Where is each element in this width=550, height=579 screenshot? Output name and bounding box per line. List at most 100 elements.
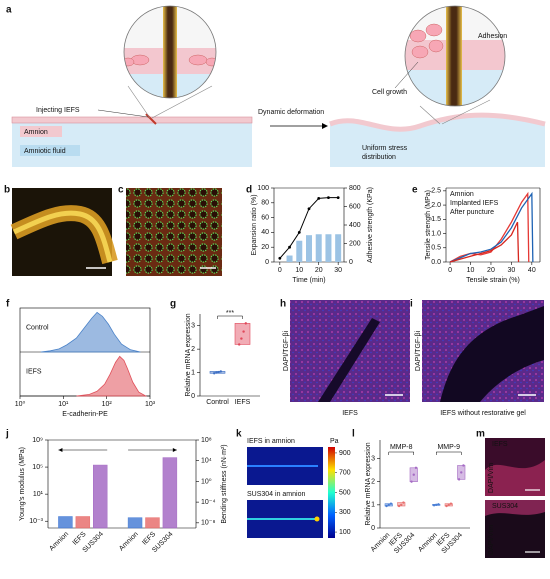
y-axis-label: Relative mRNA expression bbox=[185, 313, 192, 396]
y-tick-label: 10¹ bbox=[33, 491, 44, 498]
y-tick-label: 60 bbox=[261, 214, 269, 221]
y-axis-label: Expansion ratio (%) bbox=[251, 194, 258, 255]
data-point bbox=[297, 231, 301, 234]
injection-mark bbox=[145, 113, 157, 125]
cell bbox=[124, 57, 135, 67]
arrowhead bbox=[58, 448, 63, 452]
x-tick-label: 10⁰ bbox=[15, 400, 26, 408]
x-tick-label: 20 bbox=[487, 267, 495, 274]
caption: IEFS without restorative gel bbox=[440, 410, 526, 417]
amnion-membrane bbox=[329, 112, 546, 132]
colorbar-tick-label: 500 bbox=[339, 489, 351, 496]
label: Cell growth bbox=[372, 89, 407, 96]
x-tick-label: 20 bbox=[315, 267, 323, 274]
data-point bbox=[389, 502, 393, 505]
data-point bbox=[435, 503, 438, 507]
fiber-core bbox=[12, 210, 113, 263]
cell bbox=[205, 57, 216, 67]
data-point bbox=[242, 330, 245, 333]
tissue bbox=[485, 500, 545, 516]
y-axis-label: Tensile strength (MPa) bbox=[425, 190, 432, 260]
y-tick-label: 3 bbox=[191, 323, 195, 330]
panel-letter: m bbox=[476, 429, 485, 440]
y-tick-label: 0 bbox=[265, 259, 269, 266]
stain-label: DAPI/TGF-βi bbox=[283, 330, 290, 371]
sim-title: IEFS in amnion bbox=[247, 438, 295, 445]
group-bracket bbox=[436, 451, 462, 455]
y-axis-label: Young's modulus (MPa) bbox=[19, 447, 26, 521]
y2-tick-label: 400 bbox=[349, 222, 361, 229]
data-point bbox=[215, 371, 218, 374]
panel-letter: g bbox=[170, 299, 176, 310]
y2-axis-label: Bending stiffness (nN·m²) bbox=[221, 444, 228, 523]
data-point bbox=[317, 196, 321, 200]
zoom-outline bbox=[123, 5, 217, 99]
x-tick-label: 0 bbox=[448, 267, 452, 274]
y-tick-label: 2.0 bbox=[431, 202, 441, 209]
y2-tick-label: 10⁻⁸ bbox=[201, 520, 215, 527]
x-axis-label: E-cadherin-PE bbox=[62, 411, 108, 418]
micrograph-c bbox=[126, 188, 222, 276]
box bbox=[234, 323, 251, 345]
colorbar bbox=[328, 447, 335, 538]
x-tick-label: 10² bbox=[102, 401, 113, 408]
data-point bbox=[219, 370, 222, 373]
x-tick-label: IEFS bbox=[235, 399, 251, 406]
group-label: MMP-8 bbox=[390, 444, 413, 451]
stain-label: DAPI/Vim bbox=[488, 463, 495, 493]
colorbar-tick-label: 900 bbox=[339, 450, 351, 457]
y2-axis-label: Adhesive strength (KPa) bbox=[367, 187, 374, 263]
y2-tick-label: 0 bbox=[349, 259, 353, 266]
panel-letter: d bbox=[246, 185, 252, 196]
data-point bbox=[213, 372, 216, 375]
data-point bbox=[402, 501, 405, 504]
data-point bbox=[462, 464, 465, 467]
cell bbox=[425, 23, 443, 37]
micrograph-h: DAPI/TGF-βi IEFS bbox=[283, 300, 410, 417]
data-point bbox=[307, 207, 311, 211]
data-point bbox=[387, 503, 390, 507]
zoom-content bbox=[405, 6, 505, 106]
data-point bbox=[327, 196, 330, 200]
defect bbox=[440, 306, 544, 402]
legend-entry: Implanted IEFS bbox=[450, 200, 499, 207]
bar bbox=[286, 255, 293, 262]
y-tick-label: 0.0 bbox=[431, 259, 441, 266]
label: Dynamic deformation bbox=[258, 109, 324, 116]
data-point bbox=[400, 503, 403, 507]
bar bbox=[306, 235, 312, 262]
y-tick-label: 100 bbox=[257, 185, 269, 192]
x-tick-label: 10 bbox=[467, 267, 475, 274]
stress-hotspot bbox=[314, 516, 320, 522]
y2-tick-label: 10⁸ bbox=[201, 437, 212, 444]
y-tick-label: 1 bbox=[371, 502, 375, 509]
label-box bbox=[20, 145, 80, 156]
y-tick-label: 2 bbox=[191, 346, 195, 353]
group-label: MMP-9 bbox=[437, 444, 460, 451]
zoom-line bbox=[151, 85, 213, 119]
y-tick-label: 10⁹ bbox=[32, 437, 43, 444]
histogram-area bbox=[76, 355, 148, 397]
y-tick-label: 10⁻³ bbox=[29, 518, 43, 525]
image bbox=[126, 188, 222, 276]
data-point bbox=[397, 504, 401, 508]
leader-line bbox=[97, 109, 149, 118]
data-point bbox=[445, 504, 448, 508]
y-tick-label: 1.5 bbox=[431, 216, 441, 223]
cell bbox=[409, 29, 427, 43]
data-line bbox=[449, 191, 534, 263]
y-tick-label: 20 bbox=[261, 244, 269, 251]
stain-label: DAPI/Vim bbox=[488, 525, 495, 555]
data-point bbox=[414, 466, 418, 469]
y2-tick-label: 200 bbox=[349, 240, 361, 247]
bar bbox=[296, 240, 303, 262]
y-tick-label: 2 bbox=[371, 479, 375, 486]
x-tick-label: 30 bbox=[334, 267, 342, 274]
y2-tick-label: 800 bbox=[349, 185, 361, 192]
panel-letter: a bbox=[6, 5, 12, 16]
data-point bbox=[457, 478, 461, 481]
bar bbox=[75, 516, 91, 529]
label-box bbox=[20, 126, 62, 137]
label: Uniform stress bbox=[362, 145, 408, 152]
